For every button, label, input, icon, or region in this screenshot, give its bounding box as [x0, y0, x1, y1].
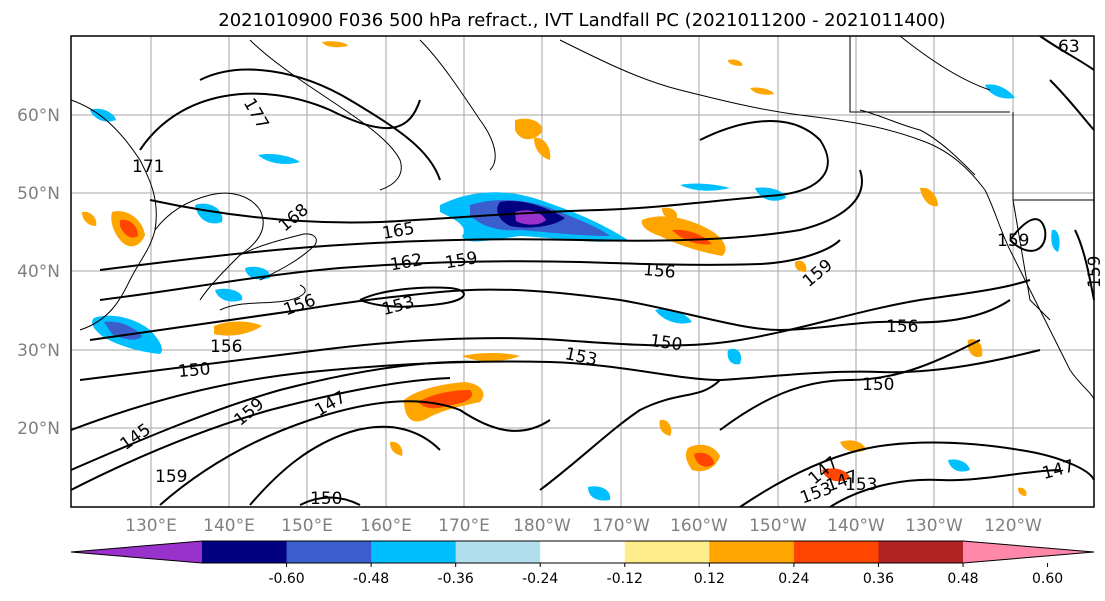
- lon-label: 170°E: [438, 516, 490, 536]
- lat-label: 20°N: [17, 419, 60, 439]
- colorbar-swatch: [709, 541, 795, 563]
- colorbar-swatch: [371, 541, 457, 563]
- colorbar-extend-low: [71, 541, 202, 563]
- lat-label: 50°N: [17, 184, 60, 204]
- colorbar-tick-label: 0.60: [1032, 571, 1063, 587]
- lon-label: 180°W: [513, 516, 571, 536]
- colorbar-swatch: [202, 541, 288, 563]
- colorbar-swatch: [793, 541, 879, 563]
- anomaly-fill: [82, 41, 1060, 501]
- contour-label: 171: [132, 157, 164, 177]
- contour-label: 156: [642, 260, 676, 283]
- lon-label: 130°W: [905, 516, 963, 536]
- colorbar-tick-label: -0.36: [438, 571, 474, 587]
- colorbar-swatch: [878, 541, 964, 563]
- height-contours: [70, 35, 1095, 508]
- contour-label: 159: [155, 467, 187, 487]
- contour-label: 150: [177, 359, 211, 382]
- colorbar-tick-label: 0.12: [694, 571, 725, 587]
- lon-label: 140°W: [827, 516, 885, 536]
- coastlines: [70, 35, 1095, 401]
- contour-label: 156: [886, 317, 918, 337]
- colorbar-outline: [70, 540, 1095, 564]
- colorbar-tick-label: 0.48: [947, 571, 978, 587]
- contour-label: 150: [862, 375, 894, 395]
- lat-label: 60°N: [17, 106, 60, 126]
- lon-label: 140°E: [203, 516, 255, 536]
- map-panel: 171 177 168 165 162 159 156 153 150 147 …: [70, 35, 1105, 509]
- lon-label: 130°E: [125, 516, 177, 536]
- lon-label: 120°W: [984, 516, 1042, 536]
- lon-label: 170°W: [592, 516, 650, 536]
- lat-label: 30°N: [17, 341, 60, 361]
- colorbar-swatch: [624, 541, 710, 563]
- colorbar-tick-label: 0.36: [863, 571, 894, 587]
- lon-label: 150°E: [281, 516, 333, 536]
- lon-label: 160°E: [360, 516, 412, 536]
- colorbar-swatch: [455, 541, 541, 563]
- colorbar-tick-label: -0.60: [268, 571, 304, 587]
- colorbar-tick-label: -0.24: [522, 571, 558, 587]
- figure-title: 2021010900 F036 500 hPa refract., IVT La…: [218, 10, 945, 31]
- lon-label: 150°W: [749, 516, 807, 536]
- lon-label: 160°W: [670, 516, 728, 536]
- colorbar-swatch: [540, 541, 626, 563]
- contour-label: 156: [210, 337, 242, 357]
- latitude-labels: 60°N 50°N 40°N 30°N 20°N: [17, 106, 60, 439]
- lat-label: 40°N: [17, 262, 60, 282]
- colorbar-tick-label: -0.12: [607, 571, 643, 587]
- colorbar-extend-high: [963, 541, 1094, 563]
- contour-label: 153: [845, 475, 877, 495]
- contour-label: 63: [1058, 37, 1080, 57]
- colorbar-tick-label: 0.24: [778, 571, 809, 587]
- colorbar-tick-label: -0.48: [353, 571, 389, 587]
- colorbar-swatch: [286, 541, 372, 563]
- contour-label: 150: [649, 331, 684, 355]
- contour-label: 159: [1085, 256, 1105, 288]
- longitude-labels: 130°E 140°E 150°E 160°E 170°E 180°W 170°…: [125, 516, 1042, 536]
- colorbar: -0.60 -0.48 -0.36 -0.24 -0.12 0.12 0.24 0.36 0.4…: [70, 540, 1095, 587]
- gridlines: [71, 36, 1094, 507]
- contour-label: 150: [310, 489, 342, 509]
- contour-label: 159: [997, 231, 1029, 251]
